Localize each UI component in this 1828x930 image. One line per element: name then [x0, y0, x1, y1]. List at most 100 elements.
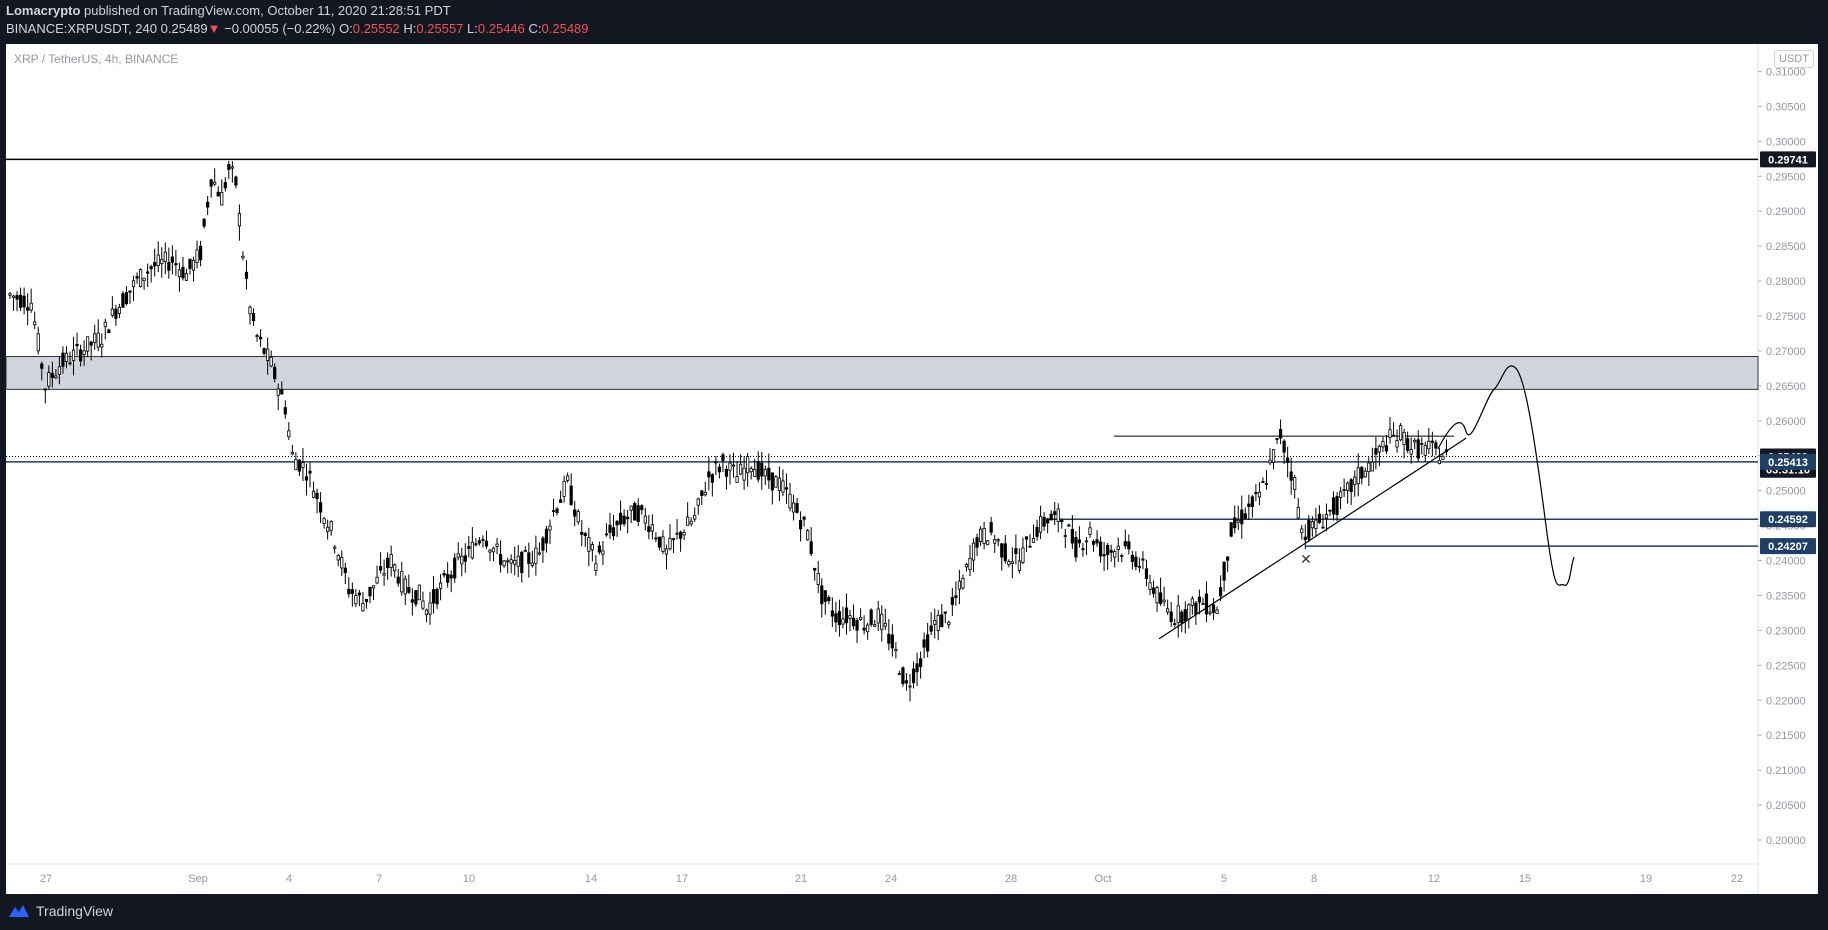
candle-body	[618, 512, 623, 525]
candle-body	[15, 295, 19, 300]
candle-body	[1360, 467, 1364, 479]
candle-body	[1377, 445, 1382, 453]
candle-body	[435, 589, 439, 605]
candle-body	[887, 633, 891, 644]
candle-body	[86, 336, 90, 352]
candle-body	[735, 476, 739, 483]
candle-body	[1046, 518, 1050, 524]
publish-info: Lomacrypto published on TradingView.com,…	[6, 4, 451, 18]
y-tick-label: 0.21000	[1766, 765, 1806, 777]
candle-body	[626, 516, 630, 520]
candle-body	[326, 526, 330, 532]
candle-body	[1088, 527, 1092, 535]
x-tick-label: 27	[40, 873, 52, 885]
candle-body	[1314, 519, 1318, 529]
candle-body	[1038, 516, 1043, 533]
candle-body	[710, 474, 714, 483]
candle-body	[615, 520, 619, 526]
candle-body	[608, 524, 612, 533]
candle-body	[1349, 479, 1353, 492]
candle-body	[1130, 554, 1134, 562]
y-tick-label: 0.23500	[1766, 590, 1806, 602]
candle-body	[18, 294, 23, 308]
candle-body	[1346, 482, 1350, 491]
y-tick-label: 0.29500	[1766, 171, 1806, 183]
x-tick-label: 17	[676, 873, 688, 885]
candle-body	[1098, 541, 1103, 557]
candle-body	[1014, 548, 1018, 555]
candle-body	[361, 603, 365, 612]
candle-body	[220, 192, 224, 206]
candle-body	[93, 333, 97, 343]
y-tick-label: 0.28000	[1766, 276, 1806, 288]
candle-body	[569, 485, 573, 506]
candle-body	[686, 516, 690, 526]
candle-body	[1197, 596, 1202, 603]
x-tick-label: Sep	[188, 873, 208, 885]
x-marker: ✕	[1300, 552, 1312, 568]
price-badge-label: 0.24592	[1768, 514, 1808, 526]
publish-text: published on TradingView.com, October 11…	[80, 3, 451, 18]
candle-body	[806, 530, 810, 541]
candle-body	[393, 564, 397, 572]
candle-body	[1017, 560, 1022, 571]
candle-body	[834, 613, 838, 623]
candle-body	[146, 271, 150, 274]
candle-body	[1169, 611, 1173, 622]
candle-body	[488, 549, 492, 553]
candle-body	[184, 273, 189, 281]
y-tick-label: 0.23000	[1766, 625, 1806, 637]
candle-body	[177, 269, 182, 277]
candle-body	[1162, 599, 1166, 603]
candle-body	[1148, 582, 1152, 590]
price-chart[interactable]: 0.31000 0.30500 0.30000 0.29500 0.29000 0.285…	[6, 44, 1818, 894]
candle-body	[1102, 554, 1106, 557]
candle-body	[1441, 455, 1445, 460]
candle-body	[1010, 561, 1014, 564]
candle-body	[1289, 471, 1293, 481]
candle-body	[251, 312, 256, 322]
candle-body	[167, 262, 171, 271]
candle-body	[1282, 440, 1286, 453]
candle-body	[668, 537, 672, 550]
candle-body	[428, 602, 432, 615]
candle-body	[1406, 438, 1410, 451]
candle-body	[1109, 549, 1113, 553]
y-tick-label: 0.26500	[1766, 381, 1806, 393]
candle-body	[689, 520, 693, 525]
candle-body	[926, 634, 930, 652]
candle-body	[191, 259, 196, 271]
candle-body	[453, 557, 457, 579]
candle-body	[1084, 540, 1089, 543]
candle-body	[107, 329, 111, 334]
candle-body	[989, 522, 993, 533]
candle-body	[597, 545, 602, 553]
candle-body	[336, 555, 340, 561]
candle-body	[1070, 529, 1074, 544]
candle-body	[89, 341, 93, 346]
candle-body	[830, 610, 834, 617]
currency-badge[interactable]: USDT	[1774, 50, 1814, 68]
candle-body	[654, 537, 658, 540]
candle-body	[922, 639, 926, 648]
y-tick-label: 0.27500	[1766, 311, 1806, 323]
candle-body	[1268, 459, 1272, 464]
candle-body	[1310, 521, 1314, 529]
price-badge-label: 0.24207	[1768, 541, 1808, 553]
candle-body	[534, 547, 538, 564]
candle-body	[802, 516, 806, 520]
candle-body	[1173, 623, 1177, 625]
candle-body	[1338, 491, 1343, 498]
candle-body	[1395, 440, 1399, 448]
candle-body	[1194, 602, 1198, 615]
candle-body	[1328, 509, 1332, 512]
candle-body	[717, 466, 722, 473]
price-badge	[1760, 511, 1816, 528]
candle-body	[357, 592, 362, 596]
tradingview-brand[interactable]: TradingView	[8, 903, 113, 919]
x-tick-label: 28	[1005, 873, 1017, 885]
chart-area[interactable]: 0.31000 0.30500 0.30000 0.29500 0.29000 0.285…	[6, 44, 1818, 894]
candle-body	[128, 290, 132, 293]
candle-body	[573, 509, 577, 517]
author-name[interactable]: Lomacrypto	[6, 3, 81, 18]
